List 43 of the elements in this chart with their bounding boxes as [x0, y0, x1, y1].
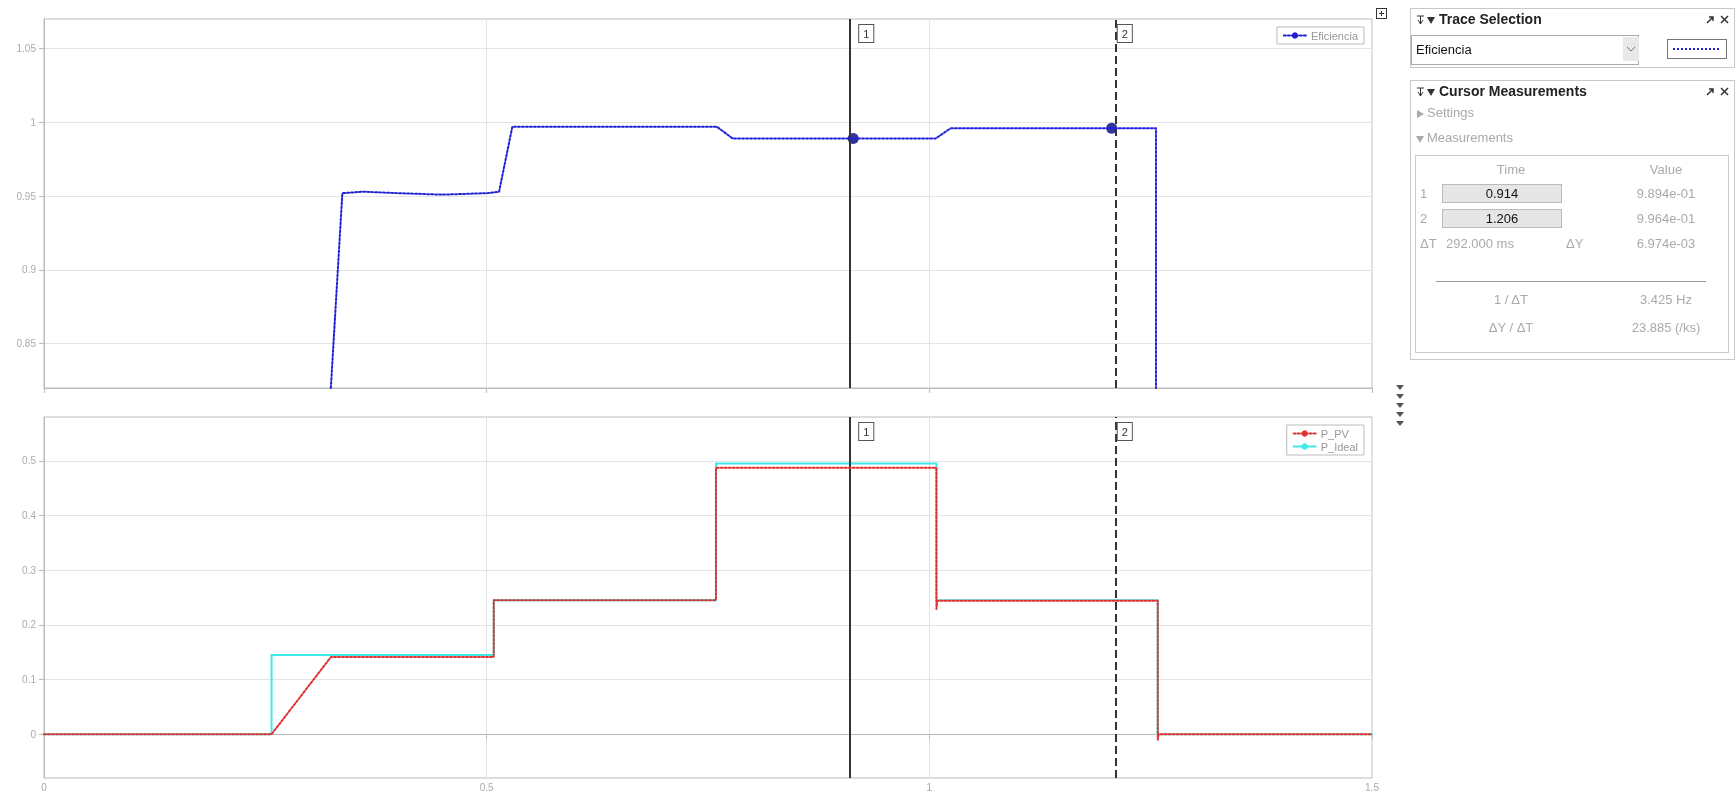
text: 1.206: [1442, 209, 1562, 228]
text: 1 / ΔT: [1494, 292, 1528, 307]
y-tick-label: 0.4: [22, 509, 37, 521]
text: 2: [1420, 211, 1428, 226]
text: Settings: [1427, 105, 1474, 120]
annotation: 2: [1121, 27, 1128, 40]
x-tick-label: 1.5: [1365, 781, 1380, 793]
text: Time: [1496, 162, 1526, 177]
legend-label: P_Ideal: [1320, 440, 1358, 453]
legend-label: Eficiencia: [1310, 29, 1359, 42]
text: 0.914: [1442, 184, 1562, 203]
x-tick-label: 1: [926, 781, 933, 793]
text: Trace Selection: [1439, 11, 1542, 27]
text: 23.885 (/ks): [1631, 320, 1701, 335]
text: 9.964e-01: [1636, 211, 1696, 226]
text: 292.000 ms: [1446, 236, 1514, 251]
text: ΔY / ΔT: [1488, 320, 1534, 335]
y-tick-label: 0.5: [22, 455, 37, 467]
text: ΔT: [1420, 236, 1437, 251]
annotation: 1: [863, 27, 870, 40]
y-tick-label: 0.3: [22, 564, 37, 576]
legend-label: P_PV: [1320, 427, 1350, 440]
text: 9.894e-01: [1636, 186, 1696, 201]
text: 3.425 Hz: [1639, 292, 1693, 307]
y-tick-label: 0.1: [22, 674, 37, 686]
text: Cursor Measurements: [1439, 83, 1587, 99]
annotation: 2: [1121, 425, 1128, 438]
annotation: 1: [863, 425, 870, 438]
text: Measurements: [1427, 130, 1513, 145]
text: Value: [1649, 162, 1683, 177]
x-tick-label: 0.5: [479, 781, 495, 793]
y-tick-label: 0.95: [16, 190, 37, 202]
y-tick-label: 0.9: [22, 264, 37, 276]
text: 1: [1420, 186, 1428, 201]
y-tick-label: 0.85: [16, 338, 37, 350]
x-tick-label: 0: [41, 781, 48, 793]
text: Eficiencia: [1416, 42, 1472, 57]
y-tick-label: 1: [30, 116, 37, 128]
text: 6.974e-03: [1636, 236, 1696, 251]
y-tick-label: 0: [30, 728, 37, 740]
text: ΔY: [1566, 236, 1584, 251]
y-tick-label: 1.05: [16, 43, 37, 55]
y-tick-label: 0.2: [22, 619, 37, 631]
